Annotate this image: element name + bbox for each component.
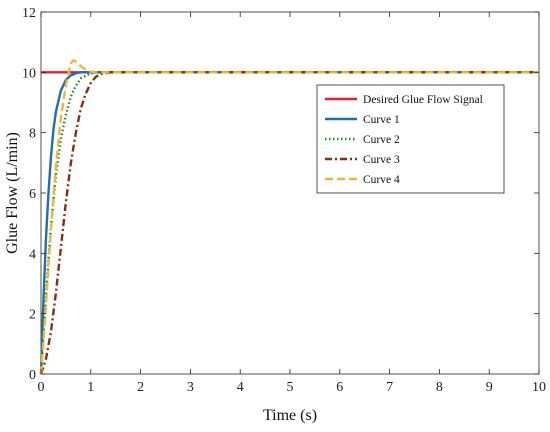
- x-tick-label: 7: [386, 380, 393, 395]
- y-tick-label: 0: [29, 368, 36, 383]
- legend-entry-1: Desired Glue Flow Signal: [363, 94, 483, 106]
- legend-entry-2: Curve 1: [363, 114, 400, 126]
- series-layer: [39, 59, 539, 375]
- legend-entry-4: Curve 3: [363, 154, 400, 166]
- legend-entry-3: Curve 2: [363, 134, 400, 146]
- legend-box: [316, 84, 505, 194]
- y-tick-label: 12: [22, 6, 36, 21]
- x-tick-label: 0: [38, 380, 45, 395]
- series-line-5: [39, 59, 539, 375]
- x-tick-label: 3: [187, 380, 194, 395]
- y-tick-label: 4: [29, 247, 36, 262]
- legend: Desired Glue Flow Signal Curve 1 Curve 2 Cu…: [316, 84, 505, 194]
- x-tick-label: 4: [237, 380, 244, 395]
- y-tick-label: 10: [22, 66, 36, 81]
- legend-entry-5: Curve 4: [363, 174, 400, 186]
- x-tick-label: 6: [336, 380, 343, 395]
- y-axis-title: Glue Flow (L/min): [4, 132, 21, 254]
- x-axis-title: Time (s): [263, 407, 317, 424]
- x-tick-label: 8: [436, 380, 443, 395]
- x-tick-label: 5: [287, 380, 294, 395]
- x-tick-label: 2: [137, 380, 144, 395]
- x-tick-label: 1: [87, 380, 94, 395]
- y-tick-label: 2: [29, 308, 36, 323]
- x-tick-label: 10: [532, 380, 546, 395]
- y-tick-label: 8: [29, 127, 36, 142]
- x-tick-label: 9: [486, 380, 493, 395]
- y-tick-label: 6: [29, 187, 36, 202]
